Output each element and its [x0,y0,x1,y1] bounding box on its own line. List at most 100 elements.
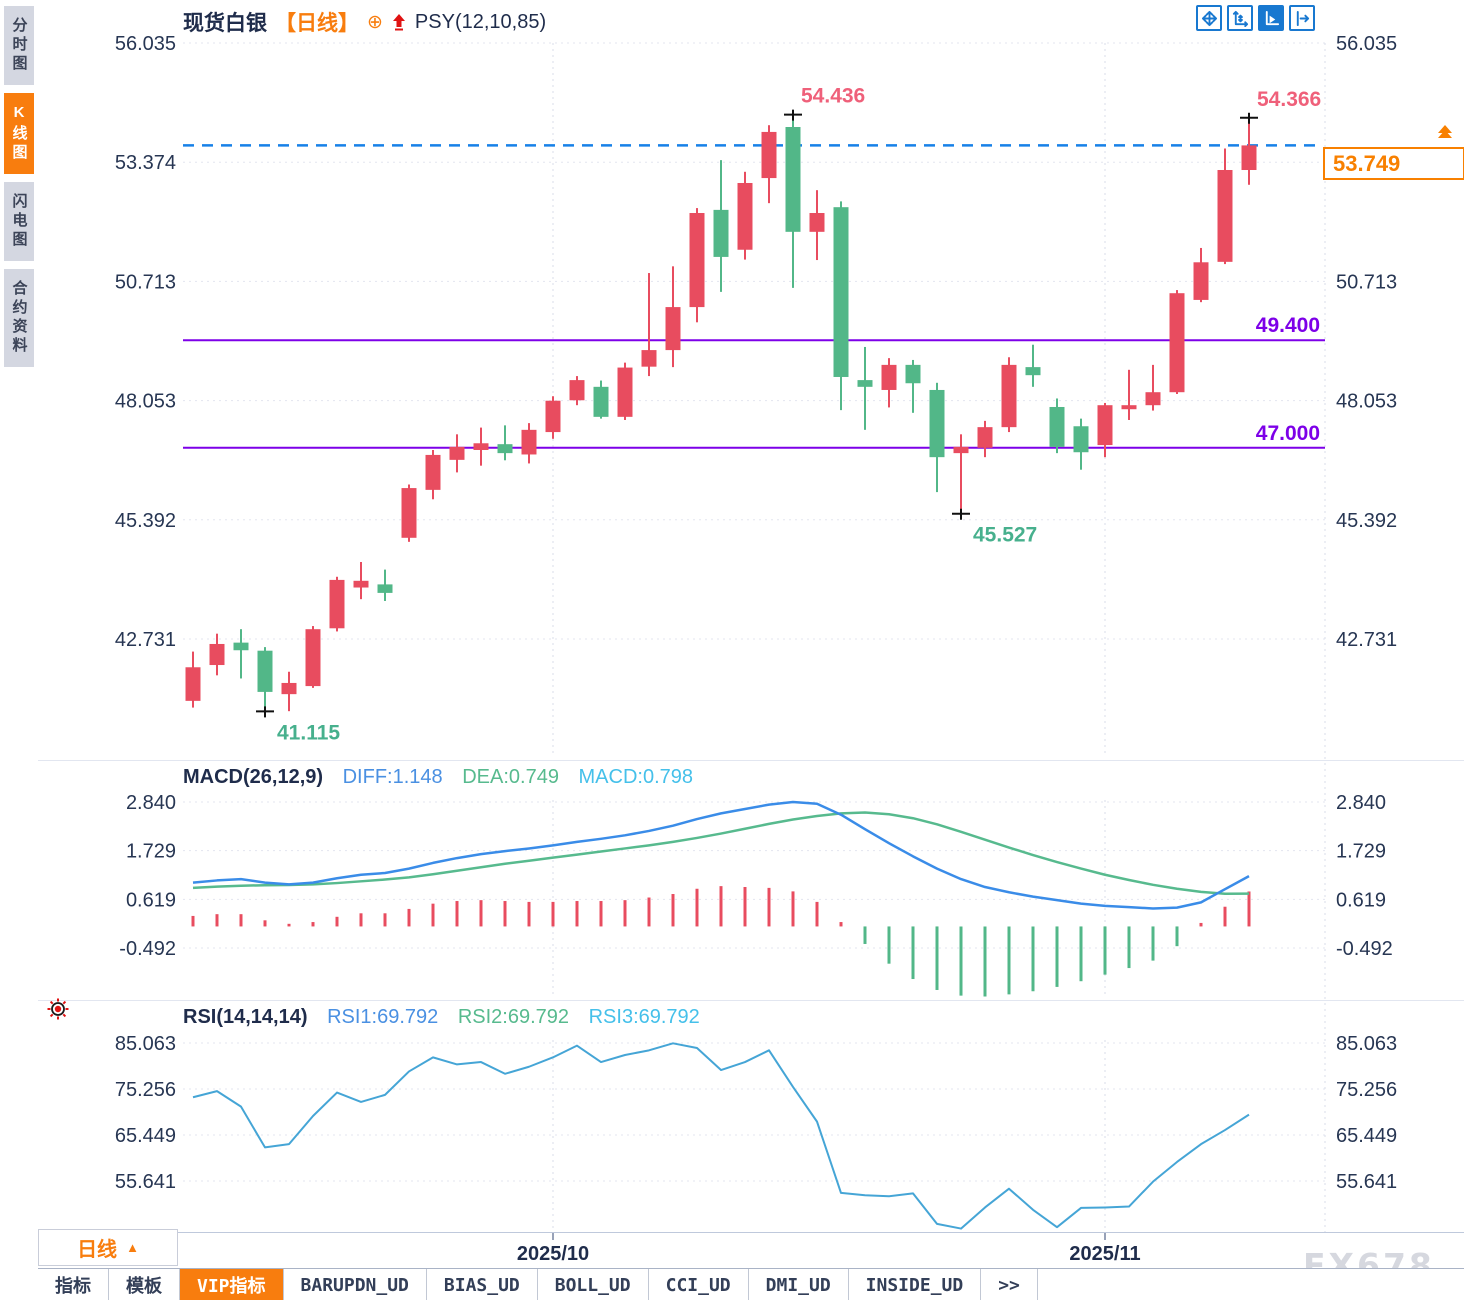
macd-diff-value: DIFF:1.148 [342,766,443,788]
rsi-title: RSI(14,14,14) [183,1006,308,1028]
svg-text:42.731: 42.731 [115,629,176,651]
svg-text:2.840: 2.840 [126,792,176,814]
period-tag[interactable]: 【日线】 [275,12,359,35]
candle [1241,145,1257,171]
axis-zoom-icon[interactable] [1227,5,1253,31]
svg-text:56.035: 56.035 [1336,33,1397,55]
candle [833,207,849,377]
svg-text:75.256: 75.256 [115,1079,176,1101]
axis-play-icon[interactable] [1258,5,1284,31]
candle [977,427,993,448]
tab-indicators[interactable]: 指标 [38,1269,109,1300]
svg-text:54.366: 54.366 [1257,88,1321,111]
candle [569,380,585,401]
indicator-name[interactable]: PSY(12,10,85) [414,10,547,33]
svg-text:2025/10: 2025/10 [517,1243,589,1265]
candle [593,386,609,417]
svg-text:75.256: 75.256 [1336,1079,1397,1101]
svg-text:1.729: 1.729 [1336,841,1386,863]
svg-text:1.729: 1.729 [126,841,176,863]
candle [761,131,777,179]
svg-text:-0.492: -0.492 [1336,938,1393,960]
svg-text:47.000: 47.000 [1256,422,1320,445]
candle [1193,262,1209,300]
svg-text:65.449: 65.449 [1336,1125,1397,1147]
candle [1145,392,1161,406]
candle [857,380,873,387]
candle [377,584,393,593]
candle [1217,170,1233,262]
chart-toolbar [1196,5,1315,31]
candle [305,629,321,687]
candle [617,367,633,417]
symbol-name: 现货白银 [183,12,267,35]
rsi2-value: RSI2:69.792 [457,1006,570,1028]
tab-bias-ud[interactable]: BIAS_UD [427,1269,538,1300]
sun-indicator-icon [46,997,70,1026]
left-sidebar: 分时图 K线图 闪电图 合约资料 [0,0,38,1300]
rsi-header: RSI(14,14,14) RSI1:69.792 RSI2:69.792 RS… [183,1006,700,1029]
tab-more[interactable]: >> [981,1269,1038,1300]
svg-text:55.641: 55.641 [115,1171,176,1193]
candle [881,364,897,390]
current-price-box: 53.749 [1323,147,1464,180]
candle [641,350,657,367]
candle [665,307,681,351]
candle [809,213,825,232]
candle [713,209,729,257]
tab-cci-ud[interactable]: CCI_UD [649,1269,749,1300]
sidebar-tab-flash[interactable]: 闪电图 [4,182,34,261]
candle [1169,293,1185,393]
svg-text:50.713: 50.713 [1336,271,1397,293]
svg-text:50.713: 50.713 [115,271,176,293]
candle [233,642,249,651]
candle [1097,405,1113,446]
candle [905,364,921,384]
tab-inside-ud[interactable]: INSIDE_UD [849,1269,982,1300]
tab-vip-indicators[interactable]: VIP指标 [180,1269,284,1300]
candle [425,454,441,490]
svg-text:45.392: 45.392 [115,510,176,532]
candle [1049,406,1065,447]
sidebar-tab-timeline[interactable]: 分时图 [4,6,34,85]
svg-text:41.115: 41.115 [277,721,340,744]
svg-text:0.619: 0.619 [126,889,176,911]
svg-text:53.374: 53.374 [115,152,176,174]
svg-text:55.641: 55.641 [1336,1171,1397,1193]
macd-dea-value: DEA:0.749 [462,766,559,788]
sidebar-tab-kline[interactable]: K线图 [4,93,34,174]
svg-text:48.053: 48.053 [115,391,176,413]
candle [545,400,561,433]
tab-dmi-ud[interactable]: DMI_UD [749,1269,849,1300]
svg-text:48.053: 48.053 [1336,391,1397,413]
tab-boll-ud[interactable]: BOLL_UD [538,1269,649,1300]
candle [449,446,465,460]
macd-value: MACD:0.798 [578,766,694,788]
sidebar-tab-contract-info[interactable]: 合约资料 [4,269,34,367]
up-arrow-icon [391,13,407,31]
tab-templates[interactable]: 模板 [109,1269,180,1300]
svg-text:56.035: 56.035 [115,33,176,55]
tab-barupdn-ud[interactable]: BARUPDN_UD [284,1269,427,1300]
svg-text:65.449: 65.449 [115,1125,176,1147]
period-selector[interactable]: 日线 ▲ [38,1229,178,1266]
candle [257,650,273,692]
candle [1025,367,1041,376]
candle [521,429,537,455]
candle [281,682,297,695]
svg-text:45.527: 45.527 [973,524,1037,547]
svg-text:2025/11: 2025/11 [1069,1243,1140,1265]
candle [737,182,753,250]
jump-latest-icon[interactable] [1289,5,1315,31]
chart-title: 现货白银 【日线】 ⊕ PSY(12,10,85) [183,7,546,37]
svg-text:54.436: 54.436 [801,85,865,108]
candle [329,579,345,629]
candle [209,643,225,666]
svg-text:42.731: 42.731 [1336,629,1397,651]
svg-text:85.063: 85.063 [1336,1033,1397,1055]
pan-cross-icon[interactable] [1196,5,1222,31]
indicator-tabbar: 指标 模板 VIP指标 BARUPDN_UD BIAS_UD BOLL_UD C… [38,1268,1464,1300]
circle-plus-icon[interactable]: ⊕ [367,11,383,33]
